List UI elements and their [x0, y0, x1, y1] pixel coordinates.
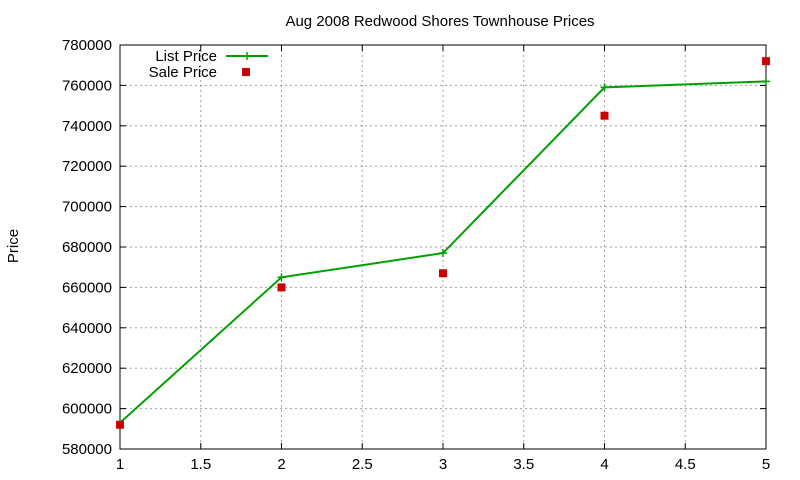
sale-price-point [116, 420, 124, 429]
plot-frame [119, 44, 767, 450]
y-tick-label: 620000 [62, 360, 112, 377]
x-tick-label: 4 [600, 456, 608, 473]
series [116, 57, 770, 429]
x-tick-label: 4.5 [675, 456, 696, 473]
chart-title: Aug 2008 Redwood Shores Townhouse Prices [285, 13, 594, 30]
sale-price-point [762, 57, 770, 66]
axis-ticks: 1 1.5 2 2.5 3 3.5 4 4.5 5 580000 600000 620000 64000… [62, 37, 770, 473]
y-tick-label: 640000 [62, 320, 112, 337]
y-tick-label: 740000 [62, 118, 112, 135]
y-axis-label: Price [5, 229, 22, 263]
list-price-point [277, 273, 286, 282]
y-tick-label: 780000 [62, 37, 112, 54]
x-tick-label: 2 [277, 456, 285, 473]
legend-plus-icon [243, 52, 251, 60]
legend: List Price Sale Price [149, 48, 268, 81]
x-tick-label: 1.5 [190, 456, 211, 473]
x-tick-label: 3 [439, 456, 447, 473]
x-tick-label: 1 [116, 456, 124, 473]
sale-price-point [439, 269, 447, 278]
y-tick-label: 700000 [62, 199, 112, 216]
sale-price-point [600, 111, 609, 120]
list-price-point [762, 77, 770, 86]
x-tick-label: 5 [762, 456, 770, 473]
y-tick-label: 600000 [62, 401, 112, 418]
x-tick-label: 3.5 [513, 456, 534, 473]
list-price-point [439, 249, 447, 258]
y-tick-label: 760000 [62, 77, 112, 94]
y-tick-label: 580000 [62, 441, 112, 458]
list-price-point [600, 83, 609, 92]
y-tick-label: 660000 [62, 279, 112, 296]
grid [120, 45, 766, 449]
x-tick-label: 2.5 [352, 456, 373, 473]
legend-label-sale-price: Sale Price [149, 64, 217, 81]
legend-square-icon [242, 68, 250, 76]
y-tick-label: 720000 [62, 158, 112, 175]
legend-label-list-price: List Price [155, 48, 217, 65]
sale-price-point [277, 283, 286, 292]
y-tick-label: 680000 [62, 239, 112, 256]
